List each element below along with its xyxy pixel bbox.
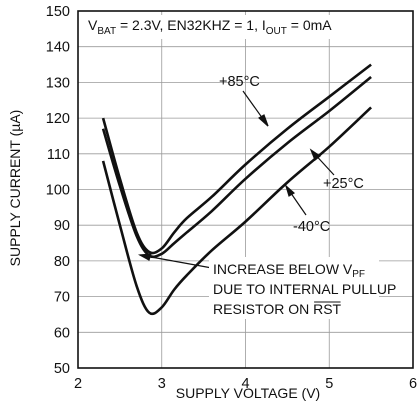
series-label-minus40c: -40°C: [293, 219, 330, 235]
annotation-line-1: INCREASE BELOW VPF: [213, 261, 365, 280]
series-lines: [101, 63, 372, 316]
x-tick-label: 2: [74, 376, 82, 392]
x-tick-label: 5: [325, 376, 333, 392]
leader-85c-arrow: [257, 114, 269, 127]
x-tick-label: 3: [158, 376, 166, 392]
y-axis-title: SUPPLY CURRENT (µA): [7, 110, 23, 267]
annotation-line-2: DUE TO INTERNAL PULLUP: [213, 281, 396, 297]
y-tick-label: 130: [46, 75, 70, 91]
leader-25c-arrow: [309, 148, 322, 161]
annotation-line-3: RESISTOR ON RST: [213, 301, 342, 317]
x-tick-label: 6: [409, 376, 417, 392]
y-tick-labels: 50 60 70 80 90 100 110 120 130 140 150: [46, 4, 70, 377]
x-tick-labels: 2 3 4 5 6: [74, 376, 417, 392]
series-line-25c: [101, 75, 372, 259]
label-leaders: [138, 90, 335, 269]
y-tick-label: 120: [46, 111, 70, 127]
leader-minus40c-arrow: [284, 184, 296, 197]
y-tick-label: 100: [46, 183, 70, 199]
y-tick-label: 50: [54, 361, 70, 377]
series-label-85c: +85°C: [219, 74, 260, 90]
y-tick-label: 150: [46, 4, 70, 20]
y-tick-label: 80: [54, 254, 70, 270]
x-tick-label: 4: [241, 376, 249, 392]
plot-frame: [77, 10, 414, 369]
series-label-25c: +25°C: [323, 176, 364, 192]
y-tick-label: 110: [47, 147, 70, 163]
series-line-85c: [101, 63, 372, 255]
leader-annotation: [139, 254, 213, 269]
conditions-text: VBAT = 2.3V, EN32KHZ = 1, IOUT = 0mA: [88, 17, 332, 37]
conditions-background: [84, 15, 337, 39]
y-tick-label: 70: [54, 290, 70, 306]
series-line-minus40c: [101, 106, 372, 316]
y-tick-label: 60: [54, 325, 70, 341]
x-axis-title: SUPPLY VOLTAGE (V): [176, 385, 320, 401]
y-tick-label: 140: [46, 40, 70, 56]
y-tick-label: 90: [54, 218, 70, 234]
leader-annotation-arrow: [138, 253, 152, 261]
annotation-background: [209, 257, 379, 319]
